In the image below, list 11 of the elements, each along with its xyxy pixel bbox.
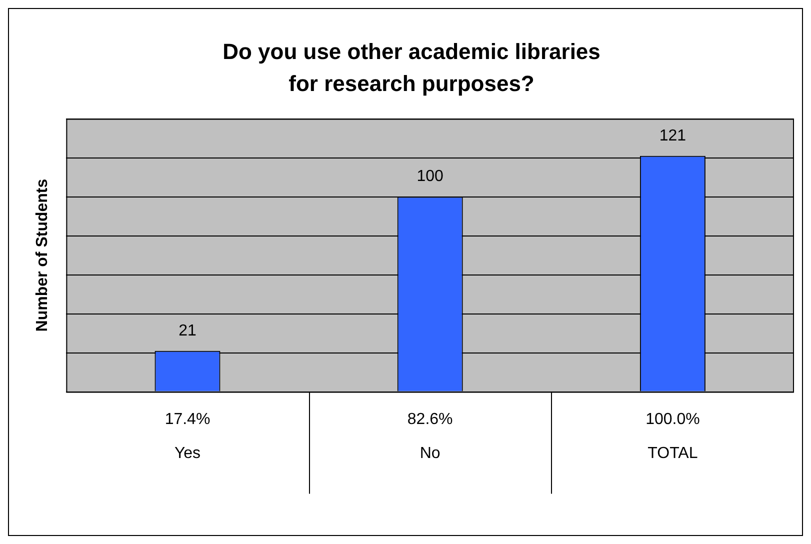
text: 17.4% — [164, 411, 210, 428]
x-tick-label: Yes — [174, 444, 201, 462]
x-tick-label: TOTAL — [648, 444, 698, 462]
data-label: 21 — [178, 322, 196, 340]
data-label: 121 — [659, 127, 686, 144]
chart-title: Do you use other academic libraries for research purposes? — [222, 39, 600, 96]
text: 82.6% — [407, 411, 453, 428]
data-label: 100 — [416, 168, 444, 186]
x-tick-label: No — [420, 444, 440, 462]
text: 100.0% — [646, 411, 700, 428]
y-axis-title: Number of Students — [34, 178, 52, 332]
